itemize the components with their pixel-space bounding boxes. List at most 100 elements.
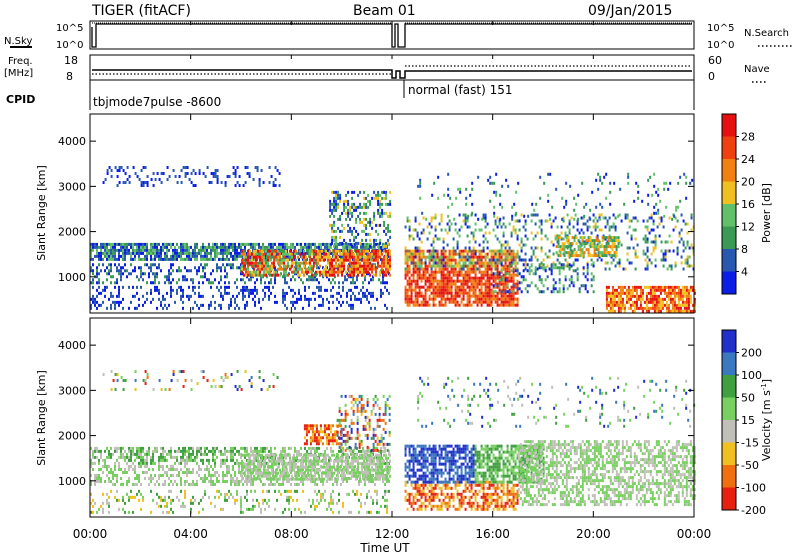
power-cell <box>583 251 586 255</box>
power-cell <box>498 261 501 265</box>
power-cell <box>466 270 469 274</box>
power-cell <box>340 254 342 258</box>
power-cell <box>384 242 386 246</box>
power-cell <box>414 270 417 274</box>
power-cell <box>589 208 592 212</box>
power-cell <box>198 266 200 270</box>
power-cell <box>597 242 600 246</box>
power-cell <box>452 279 455 283</box>
power-cell <box>284 278 286 282</box>
velocity-cell <box>120 449 122 453</box>
power-cell <box>613 291 616 295</box>
power-cell <box>556 290 559 294</box>
power-cell <box>118 285 120 289</box>
power-cell <box>351 261 353 265</box>
noise-right-tick-top: 10^5 <box>707 23 734 34</box>
velocity-cell <box>200 446 202 450</box>
power-cell <box>627 288 630 292</box>
power-cell <box>502 300 505 304</box>
power-cell <box>387 238 390 242</box>
power-cell <box>493 205 496 209</box>
power-cell <box>350 297 352 301</box>
power-cell <box>102 300 104 304</box>
power-cell <box>468 270 471 274</box>
power-cell <box>220 294 222 298</box>
power-ytick-label: 4000 <box>58 135 86 148</box>
velocity-cell <box>142 458 144 462</box>
power-cell <box>247 270 249 274</box>
power-cell <box>560 225 563 229</box>
power-cell <box>534 266 537 270</box>
power-cell <box>464 303 467 307</box>
power-cell <box>373 211 376 215</box>
power-cell <box>354 242 356 246</box>
power-cell <box>220 303 222 307</box>
velocity-cell <box>152 461 154 465</box>
power-cell <box>329 249 331 253</box>
power-cell <box>352 306 354 310</box>
power-cell <box>172 269 174 273</box>
power-cell <box>420 258 423 262</box>
velocity-cell <box>196 446 198 450</box>
power-cell <box>297 270 299 274</box>
power-cell <box>331 261 333 265</box>
power-cell <box>337 255 339 259</box>
power-cell <box>218 245 220 249</box>
power-cell <box>462 276 465 280</box>
power-cell <box>440 303 443 307</box>
power-cell <box>164 245 166 249</box>
power-cell <box>605 306 608 310</box>
power-cell <box>607 294 610 298</box>
power-cell <box>375 229 378 233</box>
power-cell <box>172 278 174 282</box>
power-cell <box>184 166 187 170</box>
power-cell <box>349 255 351 259</box>
power-cell <box>663 291 666 295</box>
velocity-cell <box>220 458 222 462</box>
power-cell <box>482 246 485 250</box>
power-cell <box>379 211 382 215</box>
power-cell <box>303 252 305 256</box>
power-cell <box>493 214 496 218</box>
velocity-cell <box>148 449 150 453</box>
power-cell <box>362 245 364 249</box>
power-cell <box>350 245 352 249</box>
power-cell <box>180 169 183 173</box>
power-cell <box>674 225 677 229</box>
power-cell <box>474 213 477 217</box>
power-cell <box>259 252 261 256</box>
power-cell <box>156 172 159 176</box>
power-cell <box>410 258 413 262</box>
power-cell <box>637 184 640 188</box>
power-cell <box>484 270 487 274</box>
power-cell <box>94 242 96 246</box>
power-cell <box>350 288 352 292</box>
power-cell <box>455 196 458 200</box>
power-cell <box>148 272 150 276</box>
power-cell <box>678 231 681 235</box>
velocity-cell <box>174 449 176 453</box>
power-cell <box>689 285 692 289</box>
power-cell <box>642 249 645 253</box>
power-cell <box>154 263 156 267</box>
power-cell <box>456 273 459 277</box>
power-cell <box>350 275 352 279</box>
power-cell <box>333 190 336 194</box>
power-cell <box>480 294 483 298</box>
power-cell <box>498 282 501 286</box>
power-cell <box>333 199 336 203</box>
power-cell <box>510 255 513 259</box>
power-cell <box>349 238 352 242</box>
power-cell <box>408 252 411 256</box>
power-cell <box>420 273 423 277</box>
power-cell <box>387 249 389 253</box>
power-cell <box>341 264 343 268</box>
power-cell <box>357 252 359 256</box>
velocity-cell <box>170 455 172 459</box>
power-cell <box>254 285 256 289</box>
power-cell <box>693 297 696 301</box>
power-cell <box>452 249 455 253</box>
power-cell <box>500 225 503 229</box>
power-cell <box>196 242 198 246</box>
power-cell <box>190 254 192 258</box>
